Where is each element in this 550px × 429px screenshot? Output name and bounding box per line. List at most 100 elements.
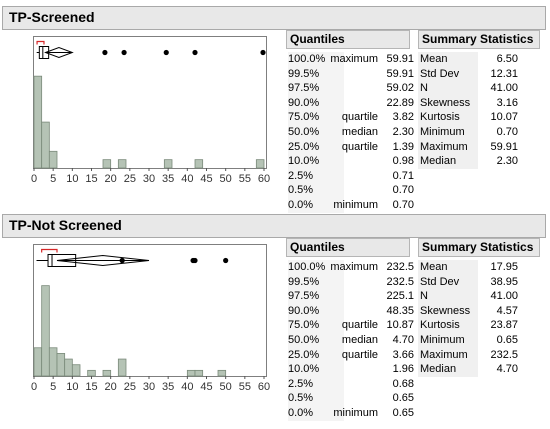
quantile-percent: 10.0%: [288, 154, 344, 169]
summary-value: 0.70: [496, 125, 518, 138]
quantile-value: 1.96: [392, 363, 414, 376]
quantile-percent: 97.5%: [288, 81, 344, 96]
summary-value: 4.57: [496, 304, 518, 317]
quantile-value: 232.5: [386, 275, 414, 288]
summary-label: Kurtosis: [418, 110, 478, 125]
quantile-value: 0.98: [392, 155, 414, 168]
quantile-percent: 100.0%: [288, 52, 344, 67]
x-tick-label: 0: [31, 173, 37, 185]
summary-statistics-header[interactable]: Summary Statistics: [418, 238, 540, 257]
quantile-label: quartile: [341, 111, 378, 124]
x-tick-label: 15: [85, 381, 97, 393]
quantile-value: 59.02: [386, 82, 414, 95]
x-tick-label: 5: [50, 173, 56, 185]
summary-label: Median: [418, 154, 478, 169]
quantile-row: 97.5% 225.1: [286, 289, 414, 304]
quantile-percent: 2.5%: [288, 376, 344, 392]
summary-value: 3.16: [496, 96, 518, 109]
summary-rows: Mean 6.50 Std Dev 12.31 N 41.00 Skewness 3.16 Ku…: [418, 49, 540, 169]
summary-value: 59.91: [490, 140, 518, 153]
x-tick-label: 40: [181, 173, 193, 185]
quantile-row: 25.0% quartile 3.66: [286, 347, 414, 363]
quantile-value: 1.39: [392, 140, 414, 153]
quantile-value: 0.70: [392, 198, 414, 211]
x-tick-label: 55: [239, 381, 251, 393]
x-tick-label: 0: [31, 381, 37, 393]
histogram-bar: [102, 369, 112, 377]
histogram-bar: [33, 347, 43, 377]
quantile-label: quartile: [341, 348, 378, 361]
x-tick-label: 10: [66, 381, 78, 393]
summary-value: 0.65: [496, 333, 518, 346]
histogram-bar: [117, 159, 127, 169]
quantiles-header[interactable]: Quantiles: [286, 30, 410, 49]
histogram-bar: [41, 285, 50, 377]
summary-value: 12.31: [490, 67, 518, 80]
summary-label: Median: [418, 362, 478, 377]
summary-value: 41.00: [490, 290, 518, 303]
quantile-label: minimum: [333, 406, 378, 419]
summary-row: N 41.00: [418, 81, 540, 96]
quantile-row: 100.0% maximum 59.91: [286, 52, 414, 67]
x-tick-label: 35: [162, 173, 174, 185]
quantile-value: 3.82: [392, 111, 414, 124]
histogram-bar: [41, 121, 50, 169]
outlier-point: [260, 49, 266, 56]
summary-value: 38.95: [490, 275, 518, 288]
x-tick-label: 20: [105, 381, 117, 393]
histogram-bar: [186, 369, 196, 377]
quantile-row: 75.0% quartile 3.82: [286, 110, 414, 125]
quantile-value: 10.87: [386, 319, 414, 332]
x-tick-label: 30: [143, 173, 155, 185]
x-tick-label: 25: [124, 381, 136, 393]
summary-value: 2.30: [496, 155, 518, 168]
summary-row: Kurtosis 10.07: [418, 110, 540, 125]
quantile-value: 48.35: [386, 304, 414, 317]
quantile-label: quartile: [341, 140, 378, 153]
quantile-percent: 99.5%: [288, 66, 344, 82]
quantile-row: 99.5% 232.5: [286, 274, 414, 290]
outlier-point: [192, 49, 198, 56]
quantile-row: 90.0% 22.89: [286, 95, 414, 111]
quantile-value: 2.30: [392, 125, 414, 138]
summary-statistics-header[interactable]: Summary Statistics: [418, 30, 540, 49]
panel-header[interactable]: TP-Screened: [2, 6, 546, 30]
quantiles-table: Quantiles 100.0% maximum 232.5 99.5% 232.5 97…: [286, 238, 414, 421]
summary-value: 10.07: [490, 111, 518, 124]
panel-header[interactable]: TP-Not Screened: [2, 214, 546, 238]
quantile-row: 97.5% 59.02: [286, 81, 414, 96]
histogram-bar: [102, 159, 112, 169]
quantile-row: 2.5% 0.71: [286, 168, 414, 184]
quantile-row: 50.0% median 4.70: [286, 332, 414, 348]
x-tick-label: 30: [143, 381, 155, 393]
quantile-value: 22.89: [386, 96, 414, 109]
quantile-percent: 0.0%: [288, 197, 344, 213]
histogram-bar: [48, 150, 58, 169]
summary-row: Maximum 59.91: [418, 139, 540, 155]
summary-row: Mean 17.95: [418, 260, 540, 275]
summary-label: Std Dev: [418, 66, 478, 82]
quantile-percent: 25.0%: [288, 347, 344, 363]
x-tick-label: 45: [200, 381, 212, 393]
quantile-row: 90.0% 48.35: [286, 303, 414, 319]
quantile-label: median: [341, 333, 378, 346]
panel-tp-screened: TP-Screened 0 5 10 15 20 25 30 35 40 45 50 55 60 Qua…: [0, 6, 548, 213]
quantile-value: 225.1: [386, 290, 414, 303]
histogram-bar: [33, 75, 43, 169]
quantile-percent: 90.0%: [288, 303, 344, 319]
x-tick-label: 35: [162, 381, 174, 393]
quantile-row: 0.0% minimum 0.65: [286, 405, 414, 421]
histogram-bar: [64, 358, 73, 377]
quantile-value: 0.65: [392, 392, 414, 405]
quantile-value: 0.71: [392, 169, 414, 182]
summary-statistics-table: Summary Statistics Mean 17.95 Std Dev 38.95…: [418, 238, 540, 377]
quantile-percent: 97.5%: [288, 289, 344, 304]
quantiles-header[interactable]: Quantiles: [286, 238, 410, 257]
summary-row: Skewness 3.16: [418, 95, 540, 111]
quantile-percent: 75.0%: [288, 110, 344, 125]
quantile-value: 59.91: [386, 53, 414, 65]
summary-label: N: [418, 289, 478, 304]
quantile-percent: 0.5%: [288, 391, 344, 406]
summary-row: Skewness 4.57: [418, 303, 540, 319]
x-tick-label: 25: [124, 173, 136, 185]
